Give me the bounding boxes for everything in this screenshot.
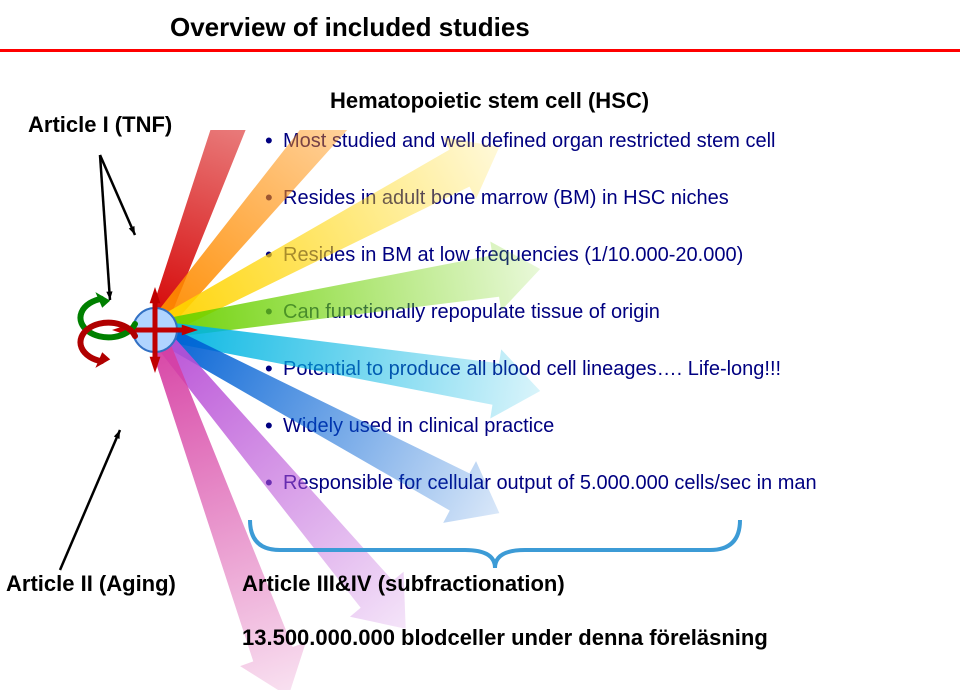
bottom-final-text: 13.500.000.000 blodceller under denna fö… xyxy=(242,625,768,651)
bullet-item: Potential to produce all blood cell line… xyxy=(265,358,945,381)
bullet-item: Resides in adult bone marrow (BM) in HSC… xyxy=(265,187,945,210)
bullet-item: Resides in BM at low frequencies (1/10.0… xyxy=(265,244,945,267)
bullet-list: Most studied and well defined organ rest… xyxy=(265,130,945,529)
bullet-item: Responsible for cellular output of 5.000… xyxy=(265,472,945,495)
article-1-label: Article I (TNF) xyxy=(28,112,172,138)
bullet-item: Can functionally repopulate tissue of or… xyxy=(265,301,945,324)
title-bar: Overview of included studies xyxy=(0,0,960,52)
article-3-4-label: Article III&IV (subfractionation) xyxy=(242,571,565,597)
bullet-item: Most studied and well defined organ rest… xyxy=(265,130,945,153)
page-title: Overview of included studies xyxy=(170,12,530,42)
bullet-item: Widely used in clinical practice xyxy=(265,415,945,438)
article-2-label: Article II (Aging) xyxy=(6,571,176,597)
subtitle: Hematopoietic stem cell (HSC) xyxy=(330,88,649,114)
